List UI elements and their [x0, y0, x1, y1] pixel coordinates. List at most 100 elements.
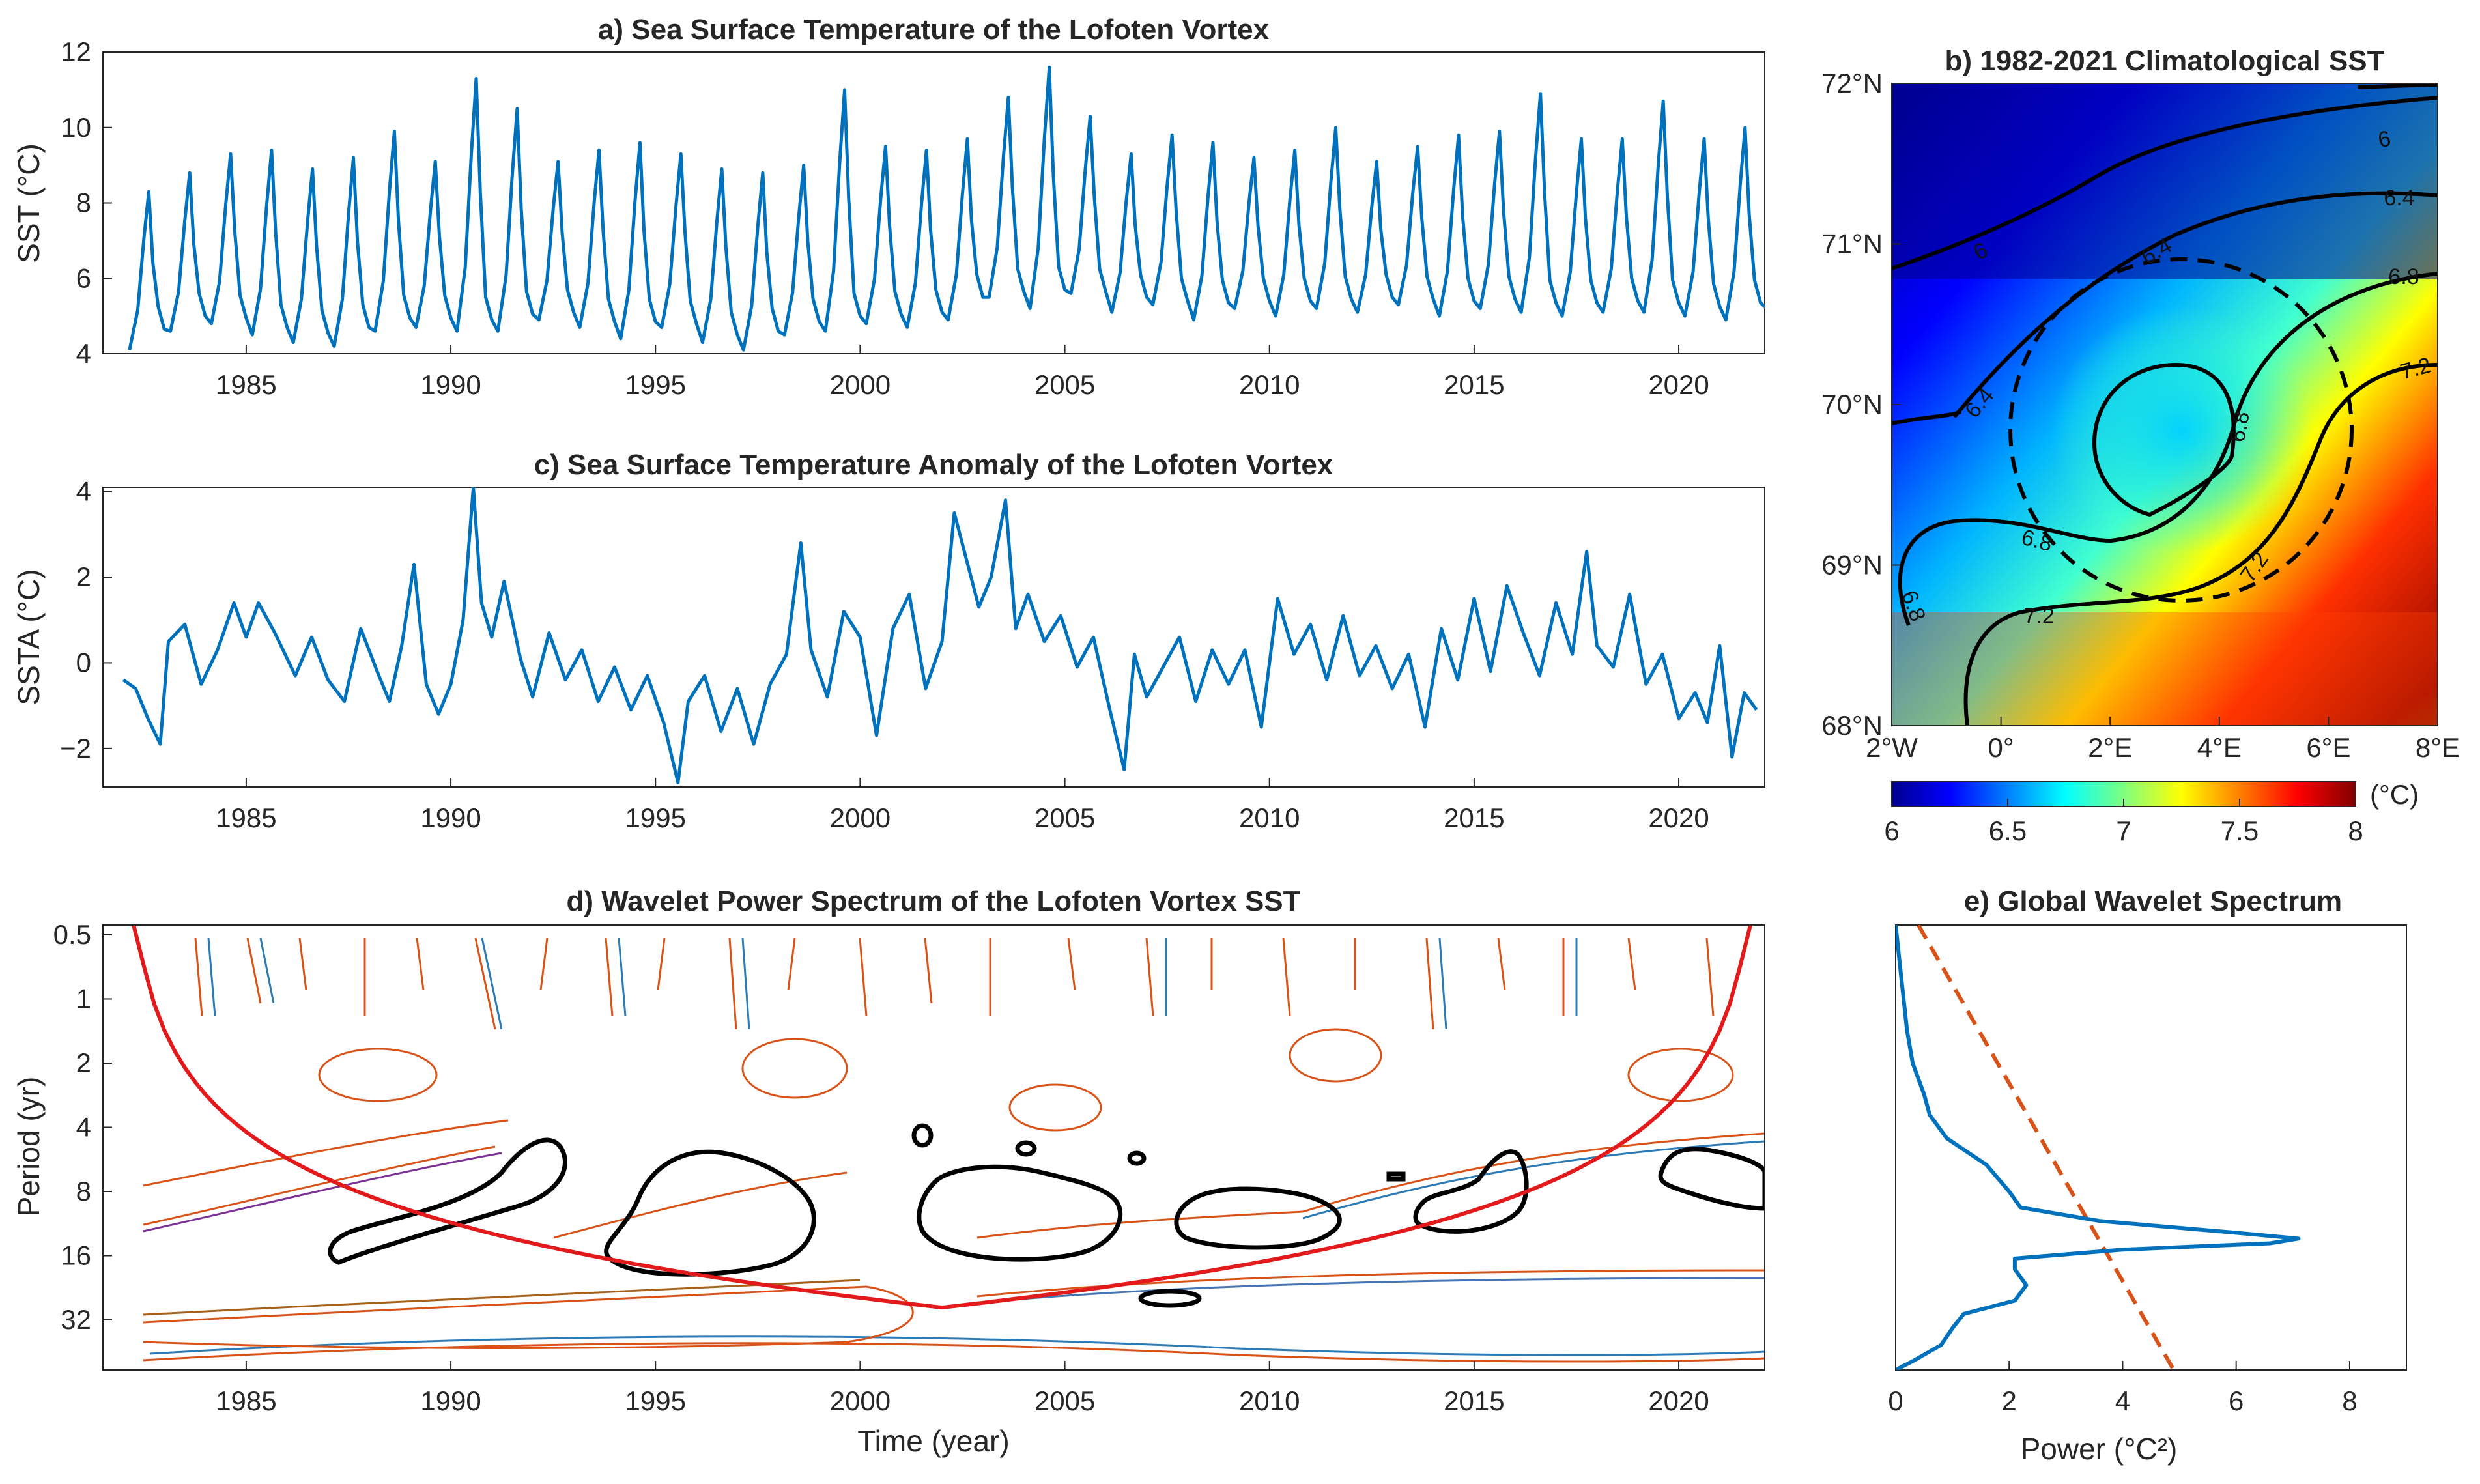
- panel-c-x-tick-label: 1995: [625, 803, 686, 833]
- panel-d-ylabel: Period (yr): [12, 1077, 46, 1217]
- wavelet-contour-blob-1: [318, 1048, 438, 1102]
- cone-of-influence: [132, 925, 1752, 1310]
- panel-e-global-wavelet: e) Global Wavelet Spectrum Power (°C²) 0…: [1888, 885, 2407, 1466]
- wavelet-contour-ridge-2: [143, 1152, 502, 1233]
- panel-a-x-tick-label: 2005: [1034, 369, 1095, 400]
- wavelet-contour-band-low-2: [149, 1335, 1765, 1356]
- panel-e-x-tick-label: 8: [2342, 1386, 2357, 1416]
- panel-b-title: b) 1982-2021 Climatological SST: [1945, 45, 2385, 77]
- panel-d-y-tick-label: 32: [61, 1304, 91, 1335]
- panel-c-ssta: c) Sea Surface Temperature Anomaly of th…: [12, 449, 1765, 833]
- panel-e-title: e) Global Wavelet Spectrum: [1964, 885, 2342, 917]
- panel-c-xticks: 1985 1990 1995 2000 2005 2010 2015 2020: [216, 778, 1709, 833]
- panel-c-x-tick-label: 2015: [1444, 803, 1504, 833]
- panel-b-x-tick-label: 8°E: [2416, 732, 2460, 763]
- panel-e-x-tick-label: 0: [1888, 1386, 1903, 1416]
- colorbar-unit-label: (°C): [2370, 779, 2419, 810]
- map-field-hot-corner: [1982, 387, 2438, 726]
- wavelet-contour-band-32: [143, 1285, 914, 1349]
- panel-e-x-tick-label: 6: [2229, 1386, 2244, 1416]
- panel-b-y-tick-label: 70°N: [1821, 389, 1883, 420]
- contour-6-8-main: [1898, 272, 2438, 627]
- panel-c-x-tick-label: 2020: [1648, 803, 1709, 833]
- panel-c-ylabel: SSTA (°C): [12, 569, 46, 705]
- wavelet-contour-ridge-4: [553, 1171, 848, 1239]
- panel-a-x-tick-label: 1995: [625, 369, 686, 400]
- panel-b-y-tick-label: 72°N: [1821, 68, 1883, 98]
- panel-c-frame: [102, 487, 1765, 788]
- panel-e-xlabel: Power (°C²): [2021, 1432, 2178, 1466]
- panel-b-x-tick-label: 0°: [1988, 732, 2014, 763]
- contour-label: 6.8: [2225, 410, 2255, 444]
- panel-a-y-tick-label: 10: [61, 112, 91, 143]
- panel-d-y-tick-label: 2: [76, 1048, 91, 1078]
- panel-d-y-tick-label: 0.5: [53, 919, 91, 950]
- significance-region-3: [917, 1164, 1123, 1262]
- significance-small-4: [1386, 1171, 1406, 1182]
- panel-b-y-tick-label: 69°N: [1821, 550, 1883, 580]
- panel-b-x-tick-label: 6°E: [2306, 732, 2350, 763]
- map-field-warm-bottom: [1892, 612, 2438, 726]
- panel-a-x-tick-label: 2010: [1239, 369, 1300, 400]
- panel-d-title: d) Wavelet Power Spectrum of the Lofoten…: [566, 885, 1300, 917]
- significance-region-7: [1138, 1289, 1202, 1308]
- panel-d-yticks: 0.5 1 2 4 8 16 32: [53, 919, 112, 1335]
- panel-a-x-tick-label: 2020: [1648, 369, 1709, 400]
- contour-6-8-loop: [2092, 362, 2236, 517]
- global-spectrum-power-line: [1896, 925, 2301, 1370]
- wavelet-contour-plumes-1: [194, 937, 868, 1030]
- contour-6-4-north: [1952, 191, 2438, 418]
- significance-small-1: [911, 1123, 934, 1148]
- significance-contours: [328, 1123, 1765, 1308]
- panel-c-yticks: −2 0 2 4: [60, 476, 112, 763]
- panel-d-frame: [102, 924, 1765, 1371]
- wavelet-contour-ridge-5: [976, 1210, 1304, 1239]
- panel-a-x-tick-label: 1985: [216, 369, 276, 400]
- panel-d-x-tick-label: 1995: [625, 1386, 686, 1416]
- wavelet-contour-blob-5: [1627, 1048, 1734, 1102]
- panel-c-ssta-line: [122, 487, 1758, 784]
- panel-d-xlabel: Time (year): [857, 1424, 1009, 1458]
- significance-region-4: [1174, 1186, 1342, 1250]
- colorbar-tick-label: 8: [2348, 816, 2363, 846]
- panel-c-y-tick-label: 4: [76, 476, 91, 507]
- panel-d-y-tick-label: 16: [61, 1240, 91, 1271]
- contour-label: 7.2: [2023, 604, 2054, 629]
- panel-c-y-tick-label: 0: [76, 647, 91, 678]
- contour-7-2: [1963, 363, 2438, 726]
- panel-a-x-tick-label: 1990: [420, 369, 481, 400]
- panel-a-y-tick-label: 4: [76, 338, 91, 369]
- wavelet-contour-band-32b: [143, 1279, 861, 1316]
- panel-a-frame: [102, 51, 1765, 354]
- wavelet-contour-plumes-2: [924, 937, 1715, 1030]
- significance-region-2: [604, 1149, 816, 1277]
- panel-d-xticks: 1985 1990 1995 2000 2005 2010 2015 2020: [216, 1361, 1709, 1416]
- panel-b-y-tick-label: 68°N: [1821, 710, 1883, 741]
- wavelet-contour-blob-3: [1008, 1083, 1102, 1132]
- panel-c-y-tick-label: −2: [60, 733, 91, 763]
- colorbar: [1891, 781, 2356, 807]
- panel-a-sst-line: [128, 65, 1765, 352]
- wavelet-contour-blob-2: [741, 1038, 848, 1099]
- wavelet-contour-ridge-3: [143, 1119, 509, 1187]
- panel-a-ylabel: SST (°C): [12, 143, 46, 263]
- panel-c-y-tick-label: 2: [76, 562, 91, 592]
- panel-c-x-tick-label: 2000: [830, 803, 891, 833]
- panel-a-sst: a) Sea Surface Temperature of the Lofote…: [12, 14, 1765, 400]
- panel-b-x-tick-label: 2°W: [1866, 732, 1918, 763]
- panel-b-climatology-map: b) 1982-2021 Climatological SST 666.46.4…: [1821, 45, 2460, 846]
- panel-d-y-tick-label: 4: [76, 1112, 91, 1143]
- contour-label: 6.4: [2384, 186, 2414, 210]
- panel-a-x-tick-label: 2000: [830, 369, 891, 400]
- panel-a-xticks: 1985 1990 1995 2000 2005 2010 2015 2020: [216, 345, 1709, 400]
- panel-e-x-tick-label: 4: [2115, 1386, 2130, 1416]
- panel-c-x-tick-label: 2010: [1239, 803, 1300, 833]
- wavelet-contour-band-low: [143, 1342, 1765, 1363]
- panel-e-frame: [1895, 924, 2407, 1371]
- wavelet-contour-ridge-1: [143, 1145, 496, 1226]
- colorbar-tick-label: 7: [2116, 816, 2131, 846]
- significance-region-6: [1658, 1147, 1765, 1211]
- global-spectrum-significance-line: [1917, 925, 2176, 1370]
- contour-6-4-west: [1892, 410, 1962, 425]
